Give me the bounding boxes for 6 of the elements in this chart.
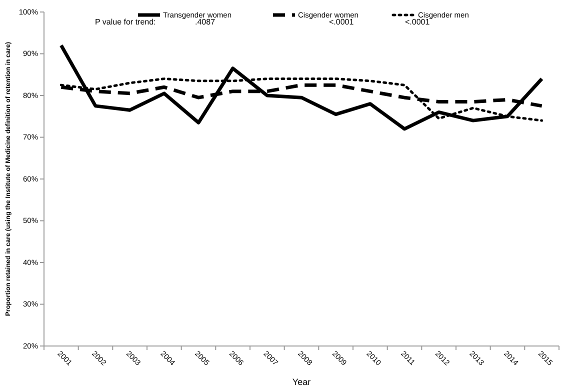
annotation: P value for trend: bbox=[95, 18, 156, 27]
annotation: <.0001 bbox=[329, 18, 354, 27]
annotation: <.0001 bbox=[405, 18, 430, 27]
annotation: .4087 bbox=[195, 18, 216, 27]
line-series bbox=[59, 44, 544, 131]
x-axis-title: Year bbox=[292, 377, 311, 387]
